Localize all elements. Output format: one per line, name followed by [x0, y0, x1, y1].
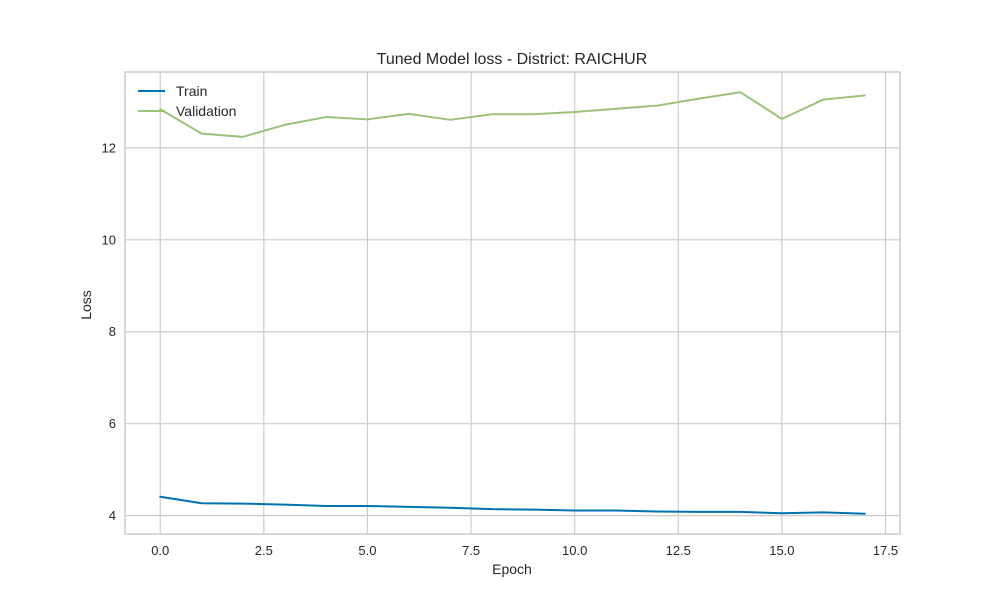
series-line-validation [159, 91, 866, 138]
y-tick-label: 4 [109, 508, 116, 523]
x-tick-label: 7.5 [462, 543, 480, 558]
series-line-train [159, 495, 866, 515]
plot-area [125, 72, 900, 534]
y-tick-label: 12 [102, 140, 116, 155]
y-axis-label: Loss [78, 290, 94, 320]
legend-label-train: Train [176, 83, 207, 99]
x-tick-label: 2.5 [255, 543, 273, 558]
x-axis-label: Epoch [492, 561, 532, 577]
y-tick-label: 10 [102, 232, 116, 247]
x-tick-label: 15.0 [769, 543, 794, 558]
x-tick-label: 5.0 [358, 543, 376, 558]
x-tick-label: 17.5 [873, 543, 898, 558]
y-tick-label: 6 [109, 416, 116, 431]
plot-frame [124, 71, 901, 535]
x-tick-label: 10.0 [562, 543, 587, 558]
legend-label-validation: Validation [176, 103, 236, 119]
y-tick-label: 8 [109, 324, 116, 339]
x-tick-label: 12.5 [666, 543, 691, 558]
legend: Train Validation [138, 83, 236, 119]
x-tick-label: 0.0 [151, 543, 169, 558]
chart-title: Tuned Model loss - District: RAICHUR [377, 51, 648, 68]
